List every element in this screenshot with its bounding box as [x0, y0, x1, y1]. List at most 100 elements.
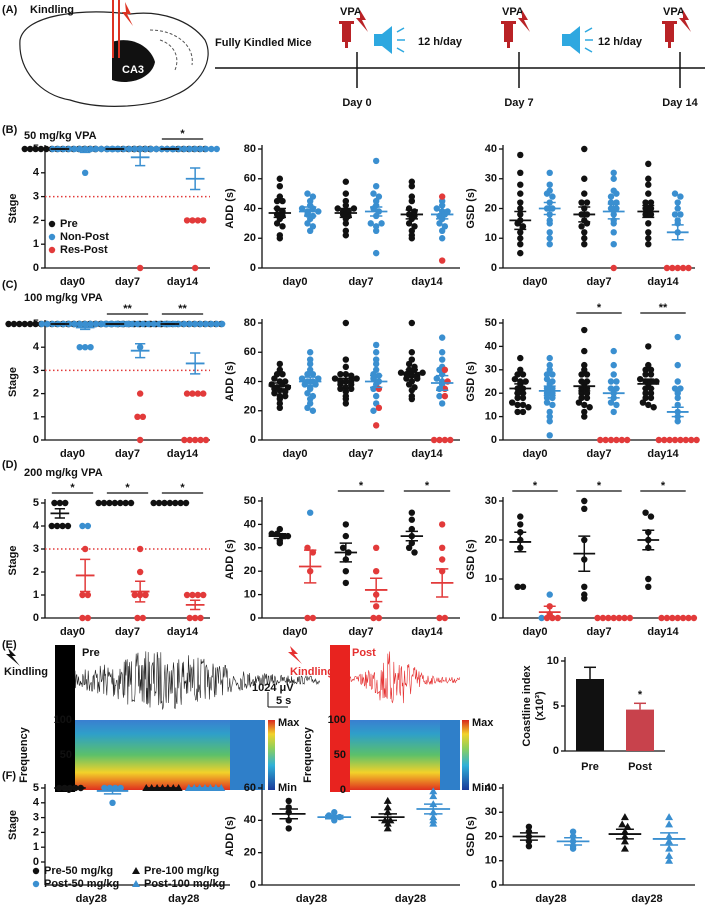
data-point	[669, 264, 676, 272]
bar	[576, 679, 604, 751]
data-point	[620, 844, 629, 852]
data-point	[26, 320, 34, 328]
stimulus-artifact	[55, 645, 75, 792]
data-point	[131, 591, 138, 599]
stimulus-icon	[6, 648, 20, 666]
data-point	[546, 413, 553, 420]
data-point	[370, 375, 377, 382]
data-point	[677, 385, 684, 392]
eeg-trace	[74, 651, 321, 710]
data-point	[342, 190, 350, 197]
data-point	[136, 568, 144, 576]
data-point	[186, 145, 193, 153]
data-point	[602, 436, 609, 444]
data-point	[613, 205, 620, 212]
y-tick-label: 0	[491, 612, 497, 624]
error-bar	[279, 808, 298, 820]
data-point	[546, 366, 553, 373]
data-point	[150, 320, 157, 328]
data-point	[342, 356, 350, 363]
y-tick-label: 40	[244, 202, 256, 214]
data-point	[51, 499, 58, 507]
data-point	[134, 413, 141, 420]
error-bar	[436, 374, 449, 392]
data-point	[44, 320, 51, 328]
data-point	[342, 521, 350, 528]
data-point	[208, 145, 215, 153]
data-point	[372, 227, 380, 235]
data-point	[10, 320, 18, 328]
data-point	[339, 544, 347, 551]
data-point	[647, 513, 655, 520]
data-point	[5, 320, 12, 328]
spectrogram	[230, 720, 265, 790]
data-point	[581, 235, 588, 242]
data-point	[546, 591, 553, 598]
data-point	[53, 522, 61, 530]
data-point	[279, 370, 286, 378]
stimulus-label: Kindling	[290, 666, 334, 678]
data-point	[543, 371, 551, 378]
x-tick-label: day28	[535, 893, 566, 905]
data-point	[647, 211, 655, 218]
data-point	[578, 394, 585, 402]
data-point	[342, 579, 350, 587]
error-bar	[339, 207, 352, 219]
x-tick-label: day0	[60, 626, 85, 638]
data-point	[348, 385, 355, 393]
data-point	[273, 220, 281, 227]
data-point	[81, 169, 89, 176]
panel-label: (B)	[2, 124, 18, 136]
data-point	[671, 190, 679, 197]
legend-label: Pre-100 mg/kg	[144, 865, 219, 877]
data-point	[517, 190, 524, 197]
stimulus-icon	[288, 646, 302, 664]
data-point	[372, 544, 380, 551]
y-tick-label: 3	[33, 543, 39, 555]
data-point	[408, 509, 416, 516]
data-point	[273, 197, 281, 205]
data-point	[139, 614, 147, 622]
scale-label: 1024 μV	[252, 682, 294, 694]
data-point	[642, 211, 649, 218]
data-point	[134, 614, 141, 622]
speakers	[374, 26, 580, 54]
y-axis-label: ADD (s)	[224, 188, 236, 229]
data-point	[139, 413, 147, 420]
y-tick-label: 3	[33, 191, 39, 203]
data-point	[48, 233, 56, 241]
data-point	[581, 413, 588, 420]
stimulus-artifact	[330, 645, 350, 792]
data-point	[304, 614, 311, 622]
y-axis-label: Stage	[7, 194, 19, 224]
data-point	[194, 217, 202, 224]
data-point	[136, 264, 144, 272]
y-tick-label: 30	[244, 542, 256, 554]
data-point	[309, 614, 317, 622]
error-bar	[578, 206, 591, 223]
significance-label: **	[659, 302, 668, 314]
data-point	[438, 544, 446, 551]
significance-label: *	[359, 480, 364, 492]
data-point	[282, 388, 289, 395]
annotation: *	[638, 689, 643, 701]
y-axis-label: GSD (s)	[465, 816, 477, 857]
data-point	[508, 399, 516, 406]
data-point	[674, 418, 681, 425]
data-point	[436, 366, 443, 373]
data-point	[98, 145, 105, 153]
y-axis-label: (x10³)	[534, 691, 546, 721]
data-point	[685, 264, 692, 272]
x-tick-label: day28	[76, 893, 107, 905]
data-point	[132, 867, 140, 874]
y-axis-label: ADD (s)	[224, 539, 236, 580]
data-point	[309, 370, 317, 378]
error-bar	[642, 204, 655, 219]
data-point	[81, 344, 89, 351]
data-point	[372, 392, 380, 400]
data-point	[304, 190, 311, 197]
data-point	[189, 390, 196, 397]
error-bar	[514, 210, 527, 231]
y-tick-label: 4	[33, 797, 40, 809]
data-point	[517, 241, 524, 248]
